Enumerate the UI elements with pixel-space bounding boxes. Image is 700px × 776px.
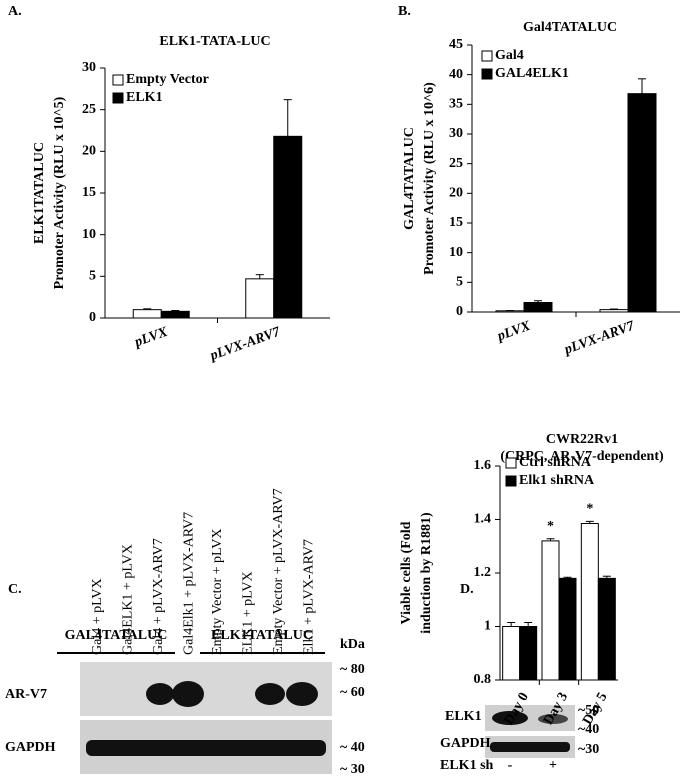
y-tick-label: 1 [484, 619, 491, 634]
group-label: GAL4TATALUC [65, 628, 168, 643]
y-tick-label: 25 [82, 102, 96, 117]
band [492, 711, 528, 725]
x-tick-label: pLVX-ARV7 [562, 318, 638, 358]
legend-swatch [505, 475, 517, 487]
lane-label: Empty Vector + pLVX [210, 529, 225, 656]
x-tick-label: pLVX [132, 324, 170, 350]
y-tick-label: 20 [449, 186, 463, 201]
y-tick-label: 35 [449, 97, 463, 112]
chart-title: CWR22Rv1 [546, 432, 618, 447]
row-label: ELK1 [445, 709, 482, 724]
bands [86, 681, 326, 756]
y-tick-label: 10 [449, 245, 463, 260]
y-tick-label: 1.6 [474, 458, 492, 473]
row-label: AR-V7 [5, 687, 47, 702]
y-tick-label: 40 [449, 67, 463, 82]
bar [580, 523, 599, 681]
y-tick-label: 15 [449, 215, 463, 230]
bar [160, 310, 190, 319]
bar [502, 626, 521, 681]
y-tick-label: 1.2 [474, 565, 492, 580]
marker-label: ~ 80 [340, 662, 365, 677]
bar [523, 302, 553, 313]
bar [597, 577, 616, 681]
y-axis-label: GAL4TATALUC [402, 127, 417, 230]
y-axis-label: ELK1TATALUC [32, 142, 47, 244]
legend-swatch [112, 92, 124, 104]
group-label: ELK1TATALUC [211, 628, 313, 643]
chart-title: ELK1-TATA-LUC [159, 34, 270, 49]
legend-swatch [481, 68, 493, 80]
y-axis-label: Promoter Activity (RLU x 10^5) [52, 96, 67, 289]
marker-label: ~ 60 [340, 685, 365, 700]
legend-label: Ctrl shRNA [519, 455, 592, 470]
lane-label: Gal4 + pLVX [90, 578, 105, 655]
annotation: * [547, 519, 554, 534]
legend-swatch [112, 74, 124, 86]
lane-label: ELK1 + pLVX [241, 571, 256, 655]
y-tick-label: 15 [82, 185, 96, 200]
marker-label: ~30 [578, 742, 599, 757]
panel-label: C. [8, 582, 22, 597]
bar [541, 540, 560, 681]
bar [273, 135, 303, 319]
bar [132, 309, 162, 319]
y-axis-label: Promoter Activity (RLU x 10^6) [422, 82, 437, 275]
y-tick-label: 0 [89, 310, 96, 325]
annotation: * [586, 502, 593, 517]
row-label: GAPDH [5, 740, 56, 755]
bar [245, 278, 275, 319]
x-tick-label: pLVX [495, 318, 533, 344]
legend-label: ELK1 [126, 90, 163, 105]
y-axis-label: induction by R1881) [419, 512, 434, 634]
band [538, 714, 568, 724]
legend-label: GAL4ELK1 [495, 66, 569, 81]
y-tick-label: 1.4 [474, 512, 492, 527]
band [490, 742, 570, 752]
y-tick-label: 30 [449, 126, 463, 141]
unit-label: kDa [340, 637, 365, 652]
lane-label: Gal4 + pLVX-ARV7 [151, 538, 166, 655]
bar [519, 626, 538, 681]
legend-label: Gal4 [495, 48, 524, 63]
y-tick-label: 0 [456, 304, 463, 319]
y-tick-label: 30 [82, 60, 96, 75]
row-label: GAPDH [440, 736, 491, 751]
treatment-label: ELK1 sh [440, 758, 494, 773]
marker-label: ~40 [578, 722, 599, 737]
lane-label: - [508, 758, 513, 773]
chart-title: Gal4TATALUC [523, 20, 617, 35]
marker-label: ~ 30 [340, 762, 365, 776]
bar [558, 577, 577, 681]
lane-label: + [549, 758, 557, 773]
lane-label: Gal4Elk1 + pLVX-ARV7 [182, 512, 197, 655]
x-tick-label: pLVX-ARV7 [207, 324, 283, 364]
bar [599, 309, 629, 313]
y-tick-label: 10 [82, 227, 96, 242]
legend-swatch [505, 457, 517, 469]
y-tick-label: 45 [449, 37, 463, 52]
legend-label: Empty Vector [126, 72, 209, 87]
legend-label: Elk1 shRNA [519, 473, 595, 488]
legend-swatch [481, 50, 493, 62]
y-tick-label: 25 [449, 156, 463, 171]
y-tick-label: 0.8 [474, 672, 492, 687]
y-tick-label: 5 [89, 269, 96, 284]
panel-label: B. [398, 4, 411, 19]
y-axis-label: Viable cells (Fold [399, 521, 414, 624]
bar [627, 93, 657, 313]
lane-label: Gal4ELK1 + pLVX [121, 544, 136, 655]
chart-title: (CRPC, AR-V7-dependent) [500, 449, 664, 464]
marker-label: ~50 [578, 703, 599, 718]
lane-label: Elk1 + pLVX-ARV7 [302, 539, 317, 655]
marker-label: ~ 40 [340, 740, 365, 755]
y-tick-label: 20 [82, 144, 96, 159]
lane-label: Empty Vector + pLVX-ARV7 [271, 488, 286, 655]
y-tick-label: 5 [456, 275, 463, 290]
panel-label: D. [460, 582, 474, 597]
panel-label: A. [8, 4, 22, 19]
